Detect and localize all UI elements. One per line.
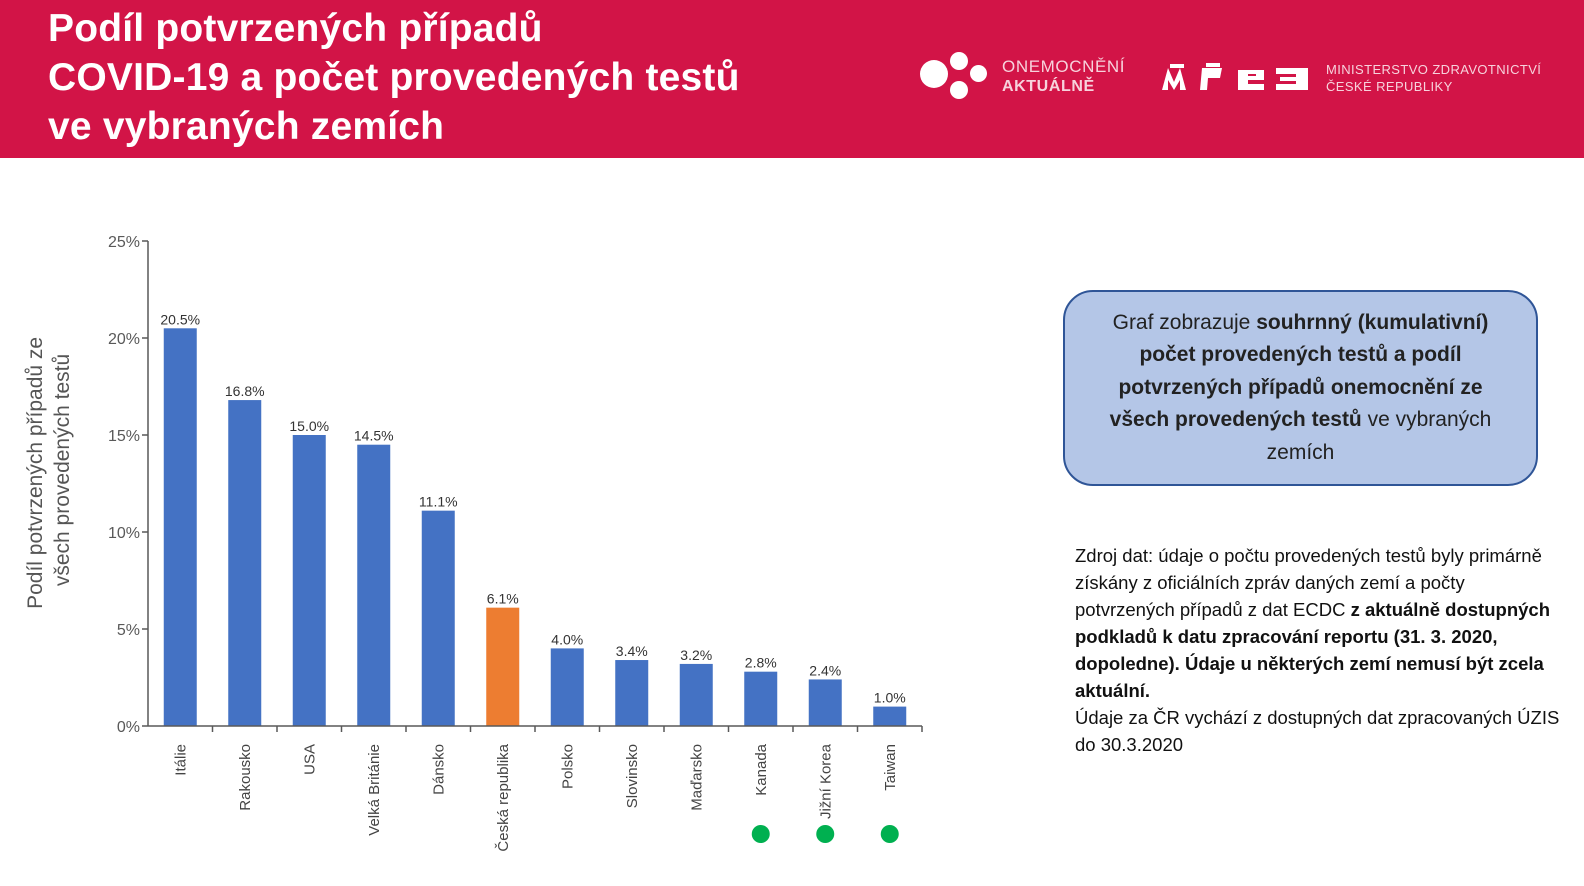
source-text: Zdroj dat: údaje o počtu provedených tes…	[1075, 545, 1542, 620]
y-tick-label: 20%	[108, 331, 140, 348]
x-tick-label: Maďarsko	[688, 744, 705, 811]
bar	[163, 328, 197, 726]
ministerstvo-logo: MINISTERSTVO ZDRAVOTNICTVÍ ČESKÉ REPUBLI…	[1160, 58, 1570, 98]
x-tick-label: Taiwan	[882, 744, 899, 791]
y-tick-label: 0%	[117, 719, 140, 736]
bar	[873, 706, 907, 726]
ministerstvo-text-line2: ČESKÉ REPUBLIKY	[1326, 79, 1453, 94]
value-label: 3.4%	[616, 643, 648, 659]
value-label: 2.8%	[745, 655, 777, 671]
source-note-cz: Údaje za ČR vychází z dostupných dat zpr…	[1075, 707, 1560, 755]
logo-dot-icon	[970, 65, 987, 82]
y-tick-label: 10%	[108, 525, 140, 542]
source-paragraph: Zdroj dat: údaje o počtu provedených tes…	[1075, 542, 1565, 704]
bar	[228, 400, 262, 726]
logo-text-line2: AKTUÁLNĚ	[1002, 78, 1095, 95]
bar	[550, 648, 584, 726]
logo-dot-icon	[950, 81, 968, 99]
x-tick-label: USA	[301, 744, 318, 775]
bar	[679, 663, 713, 726]
page-title-line: COVID-19 a počet provedených testů	[48, 56, 740, 99]
bar	[615, 660, 649, 726]
logo-text-line1: ONEMOCNĚNÍ	[1002, 57, 1126, 76]
green-marker-icon	[880, 825, 899, 843]
x-tick-label: Itálie	[172, 744, 189, 776]
y-tick-label: 25%	[108, 234, 140, 251]
ministerstvo-text-line1: MINISTERSTVO ZDRAVOTNICTVÍ	[1326, 62, 1542, 77]
value-label: 2.4%	[809, 662, 841, 678]
bar	[744, 671, 778, 726]
bar	[486, 607, 520, 726]
y-axis-label-line: Podíl potvrzených případů ze	[24, 337, 47, 609]
bar	[292, 435, 326, 726]
x-tick-label: Velká Británie	[366, 744, 383, 836]
bar-chart: Podíl potvrzených případů ze všech prove…	[24, 234, 923, 852]
source-text-emphasis: z aktuálně dostupných podkladů k datu zp…	[1075, 599, 1550, 701]
bar	[808, 679, 842, 726]
info-text: Graf zobrazuje souhrnný (kumulativní) po…	[1087, 307, 1514, 470]
value-label: 1.0%	[874, 690, 906, 706]
value-label: 11.1%	[419, 494, 458, 510]
page-title-line: ve vybraných zemích	[48, 105, 445, 148]
logo-dot-icon	[950, 52, 968, 70]
y-tick-label: 5%	[117, 622, 140, 639]
y-axis-label-line: všech provedených testů	[51, 354, 74, 586]
logo-dot-icon	[920, 60, 948, 88]
value-label: 3.2%	[680, 647, 712, 663]
page-title: Podíl potvrzených případů COVID-19 a poč…	[48, 4, 740, 151]
bar	[421, 510, 455, 726]
value-label: 6.1%	[487, 591, 519, 607]
x-tick-label: Slovinsko	[624, 744, 641, 808]
value-label: 4.0%	[551, 631, 583, 647]
x-tick-label: Kanada	[753, 743, 770, 795]
x-tick-label: Dánsko	[430, 744, 447, 795]
value-label: 14.5%	[354, 428, 394, 444]
value-label: 15.0%	[289, 418, 329, 434]
bar	[357, 444, 391, 726]
y-tick-label: 15%	[108, 428, 140, 445]
info-text-run: Graf zobrazuje	[1112, 310, 1257, 334]
ministerstvo-mark-icon	[1162, 63, 1308, 90]
info-text-emphasis: souhrnný (kumulativní) počet provedených…	[1109, 310, 1489, 432]
header-banner: Podíl potvrzených případů COVID-19 a poč…	[0, 0, 1584, 158]
x-tick-label: Polsko	[559, 744, 576, 789]
onemocneni-aktualne-logo: ONEMOCNĚNÍ AKTUÁLNĚ	[920, 48, 1140, 104]
data-source-note: Zdroj dat: údaje o počtu provedených tes…	[1075, 542, 1565, 758]
info-box: Graf zobrazuje souhrnný (kumulativní) po…	[1063, 290, 1538, 486]
green-marker-icon	[751, 825, 770, 843]
page-title-line: Podíl potvrzených případů	[48, 7, 543, 50]
x-tick-label: Česká republika	[495, 743, 512, 851]
x-tick-label: Rakousko	[237, 744, 254, 811]
y-axis-label: Podíl potvrzených případů ze všech prove…	[24, 331, 74, 609]
x-tick-label: Jižní Korea	[817, 743, 834, 819]
value-label: 20.5%	[160, 311, 200, 327]
green-marker-icon	[816, 825, 835, 843]
info-text-run: ve vybraných zemích	[1266, 408, 1492, 464]
value-label: 16.8%	[225, 383, 265, 399]
